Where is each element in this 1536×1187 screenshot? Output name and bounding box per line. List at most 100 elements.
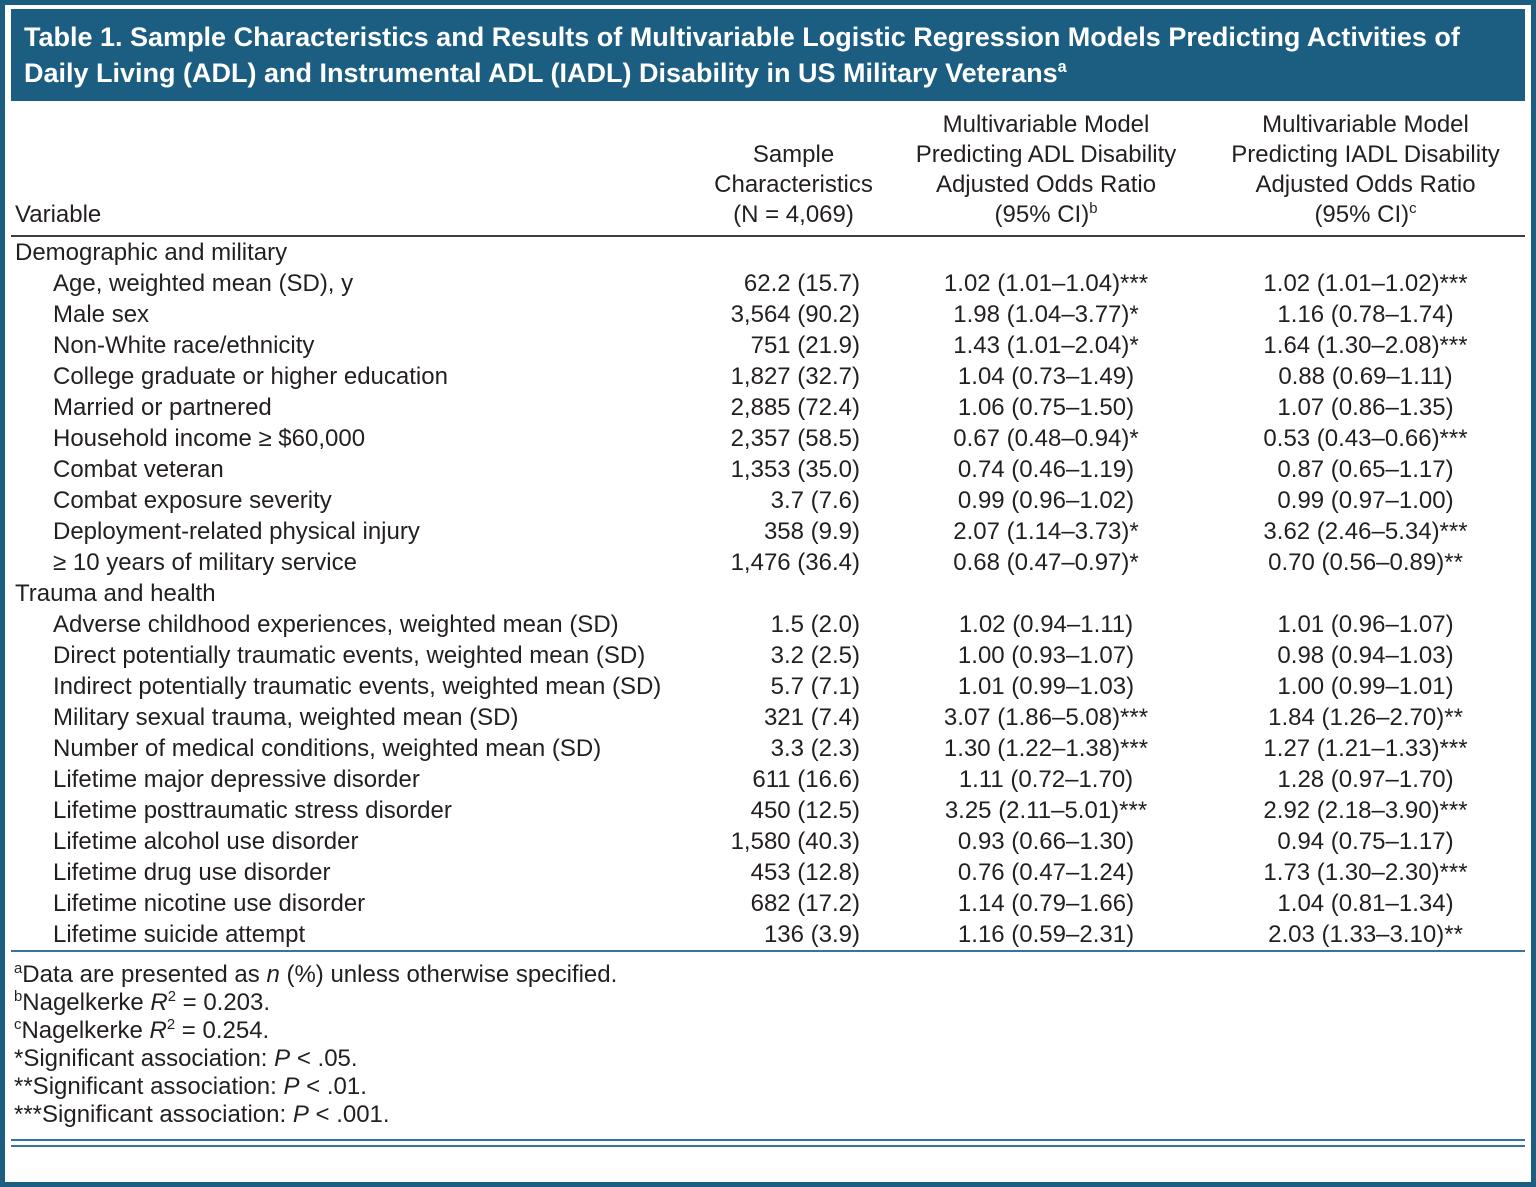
row-variable: Adverse childhood experiences, weighted … (53, 611, 619, 638)
column-header-line: (N = 4,069) (733, 201, 854, 228)
row-iadl-odds-ratio: 0.53 (0.43–0.66)*** (1263, 425, 1468, 452)
row-sample-value: 358 (9.9) (763, 518, 860, 545)
footnote-text: Data are presented as (22, 961, 267, 988)
row-adl-odds-ratio: 1.30 (1.22–1.38)*** (943, 735, 1149, 762)
row-variable: Lifetime nicotine use disorder (53, 890, 366, 917)
column-header-line: Adjusted Odds Ratio (1255, 171, 1476, 198)
col-header-iadl: Multivariable Model Predicting IADL Disab… (1206, 110, 1525, 230)
row-iadl-odds-ratio: 1.27 (1.21–1.33)*** (1263, 735, 1468, 762)
row-adl-odds-ratio: 0.93 (0.66–1.30) (957, 828, 1135, 855)
table-row: Adverse childhood experiences, weighted … (11, 609, 1525, 640)
row-iadl-odds-ratio: 1.00 (0.99–1.01) (1277, 673, 1454, 700)
row-sample-value: 1,353 (35.0) (730, 456, 860, 483)
row-sample-value: 751 (21.9) (750, 332, 860, 359)
table-title: Table 1. Sample Characteristics and Resu… (24, 22, 1460, 88)
table-row: Lifetime posttraumatic stress disorder 45… (11, 795, 1525, 826)
row-iadl-odds-ratio: 1.84 (1.26–2.70)** (1268, 704, 1463, 731)
row-variable: Combat veteran (53, 456, 224, 483)
footnotes: aData are presented as n (%) unless othe… (11, 952, 1525, 1135)
footnote-line: aData are presented as n (%) unless othe… (14, 961, 1522, 989)
row-adl-odds-ratio: 1.04 (0.73–1.49) (957, 363, 1135, 390)
table-row: Non-White race/ethnicity 751 (21.9) 1.43 (… (11, 330, 1525, 361)
footnote-italic: P (274, 1045, 291, 1072)
empty-cell (1206, 578, 1525, 609)
empty-cell (1206, 237, 1525, 268)
col-header-variable-label: Variable (15, 201, 102, 228)
table-row: Combat exposure severity 3.7 (7.6) 0.99 (0… (11, 485, 1525, 516)
row-iadl-odds-ratio: 1.64 (1.30–2.08)*** (1263, 332, 1468, 359)
row-adl-odds-ratio: 1.98 (1.04–3.77)* (953, 301, 1139, 328)
row-variable: Lifetime suicide attempt (53, 921, 306, 948)
row-sample-value: 611 (16.6) (752, 766, 860, 793)
footnote-italic: P (292, 1101, 309, 1128)
footnote-line: cNagelkerke R2 = 0.254. (14, 1017, 1522, 1045)
column-header-line: (95% CI)b (994, 201, 1098, 228)
table-row: Age, weighted mean (SD), y 62.2 (15.7) 1.0… (11, 268, 1525, 299)
table-row: Deployment-related physical injury 358 (9… (11, 516, 1525, 547)
table-body: Demographic and military Age, weighted me… (11, 237, 1525, 952)
row-sample-value: 5.7 (7.1) (770, 673, 860, 700)
row-adl-odds-ratio: 1.02 (1.01–1.04)*** (943, 270, 1149, 297)
footnote-text: *Significant association: (14, 1045, 275, 1072)
table-row: Lifetime alcohol use disorder 1,580 (40.3… (11, 826, 1525, 857)
row-sample-value: 2,885 (72.4) (730, 394, 860, 421)
column-header-line: Multivariable Model (1262, 111, 1469, 138)
footnote-line: **Significant association: P < .01. (14, 1073, 1522, 1101)
row-variable: Lifetime alcohol use disorder (53, 828, 359, 855)
empty-cell (886, 237, 1206, 268)
row-sample-value: 62.2 (15.7) (743, 270, 860, 297)
column-header-line: (95% CI)c (1314, 201, 1417, 228)
footnote-italic: R (149, 1017, 167, 1044)
row-adl-odds-ratio: 3.25 (2.11–5.01)*** (944, 797, 1148, 824)
table-row: Indirect potentially traumatic events, w… (11, 671, 1525, 702)
row-sample-value: 1.5 (2.0) (770, 611, 860, 638)
section-label: Demographic and military (15, 239, 288, 266)
footnote-text: Nagelkerke (21, 1017, 150, 1044)
row-sample-value: 3,564 (90.2) (730, 301, 860, 328)
row-iadl-odds-ratio: 1.07 (0.86–1.35) (1277, 394, 1454, 421)
row-variable: Lifetime posttraumatic stress disorder (53, 797, 452, 824)
col-header-sample: Sample Characteristics (N = 4,069) (701, 140, 886, 230)
row-iadl-odds-ratio: 2.92 (2.18–3.90)*** (1263, 797, 1468, 824)
row-sample-value: 1,827 (32.7) (730, 363, 860, 390)
row-sample-value: 321 (7.4) (763, 704, 860, 731)
row-iadl-odds-ratio: 0.88 (0.69–1.11) (1278, 363, 1453, 390)
column-header-line: Predicting ADL Disability (915, 141, 1177, 168)
column-header-line: Predicting IADL Disability (1231, 141, 1500, 168)
row-iadl-odds-ratio: 1.02 (1.01–1.02)*** (1263, 270, 1468, 297)
row-variable: College graduate or higher education (53, 363, 448, 390)
section-label: Trauma and health (15, 580, 216, 607)
row-iadl-odds-ratio: 0.99 (0.97–1.00) (1277, 487, 1454, 514)
row-sample-value: 136 (3.9) (763, 921, 860, 948)
bottom-double-rule (11, 1139, 1525, 1147)
empty-cell (701, 237, 886, 268)
table-row: ≥ 10 years of military service 1,476 (36.… (11, 547, 1525, 578)
footnote-text: **Significant association: (14, 1073, 284, 1100)
footnote-superscript: a (14, 961, 23, 977)
table-row: Military sexual trauma, weighted mean (S… (11, 702, 1525, 733)
row-adl-odds-ratio: 1.06 (0.75–1.50) (957, 394, 1135, 421)
table-title-bar: Table 1. Sample Characteristics and Resu… (11, 9, 1525, 101)
footnote-italic: P (283, 1073, 300, 1100)
row-variable: Number of medical conditions, weighted m… (53, 735, 602, 762)
empty-cell (886, 578, 1206, 609)
row-variable: Married or partnered (53, 394, 272, 421)
footnote-text: (%) unless otherwise specified. (279, 961, 618, 988)
row-iadl-odds-ratio: 3.62 (2.46–5.34)*** (1263, 518, 1468, 545)
table-row: Direct potentially traumatic events, wei… (11, 640, 1525, 671)
footnote-text: < .001. (308, 1101, 390, 1128)
footnote-italic: n (266, 961, 280, 988)
row-adl-odds-ratio: 0.74 (0.46–1.19) (957, 456, 1135, 483)
row-variable: Lifetime drug use disorder (53, 859, 331, 886)
table-title-superscript: a (1057, 58, 1067, 76)
row-adl-odds-ratio: 3.07 (1.86–5.08)*** (943, 704, 1149, 731)
footnote-line: bNagelkerke R2 = 0.203. (14, 989, 1522, 1017)
footnote-superscript: 2 (166, 1017, 176, 1033)
footnote-line: *Significant association: P < .05. (14, 1045, 1522, 1073)
footnote-text: = 0.254. (175, 1017, 270, 1044)
col-header-adl: Multivariable Model Predicting ADL Disabi… (886, 110, 1206, 230)
row-iadl-odds-ratio: 1.28 (0.97–1.70) (1277, 766, 1454, 793)
row-iadl-odds-ratio: 1.04 (0.81–1.34) (1277, 890, 1454, 917)
col-header-variable: Variable (11, 200, 701, 230)
row-variable: Indirect potentially traumatic events, w… (53, 673, 662, 700)
